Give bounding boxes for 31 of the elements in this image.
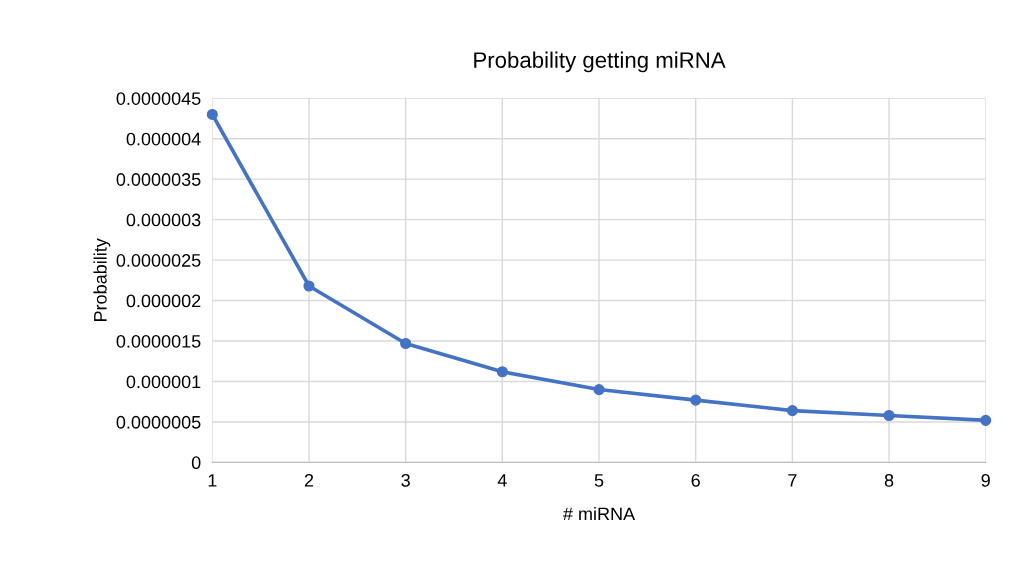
point	[496, 366, 508, 378]
x-tick-label: 7	[788, 474, 797, 487]
point	[206, 108, 218, 121]
point	[593, 384, 605, 396]
y-axis-title: Probability	[93, 238, 111, 321]
y-tick-label: 0.000003	[126, 213, 201, 227]
y-tick-label: 0.0000015	[116, 334, 201, 348]
point	[883, 409, 895, 422]
y-tick-label: 0.000004	[126, 132, 201, 146]
y-tick-label: 0.0000035	[116, 173, 201, 186]
y-tick-label: 0.0000025	[116, 254, 201, 267]
x-axis-title: # miRNA	[562, 507, 636, 521]
point	[303, 280, 315, 292]
x-tick-label: 8	[884, 473, 894, 487]
point	[400, 337, 412, 350]
y-tick-label: 0.0000005	[116, 415, 201, 429]
chart-title: Probability getting miRNA	[474, 51, 726, 73]
point	[786, 405, 798, 417]
y-tick-label: 0.0000045	[116, 92, 201, 105]
x-tick-label: 4	[497, 474, 507, 487]
y-tick-label: 0.000001	[126, 375, 201, 389]
x-tick-label: 3	[401, 473, 410, 487]
point	[690, 394, 702, 406]
x-tick-label: 6	[691, 473, 700, 487]
x-tick-label: 1	[208, 474, 217, 487]
point	[980, 414, 992, 426]
x-tick-label: 9	[981, 473, 990, 487]
x-tick-label: 5	[594, 474, 604, 487]
x-tick-label: 2	[304, 473, 314, 487]
y-tick-label: 0.000002	[126, 294, 201, 308]
y-tick-label: 0	[191, 456, 201, 470]
